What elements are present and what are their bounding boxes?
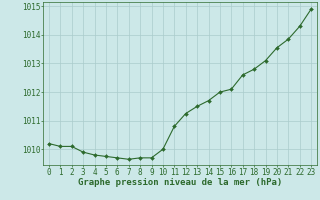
X-axis label: Graphe pression niveau de la mer (hPa): Graphe pression niveau de la mer (hPa): [78, 178, 282, 187]
